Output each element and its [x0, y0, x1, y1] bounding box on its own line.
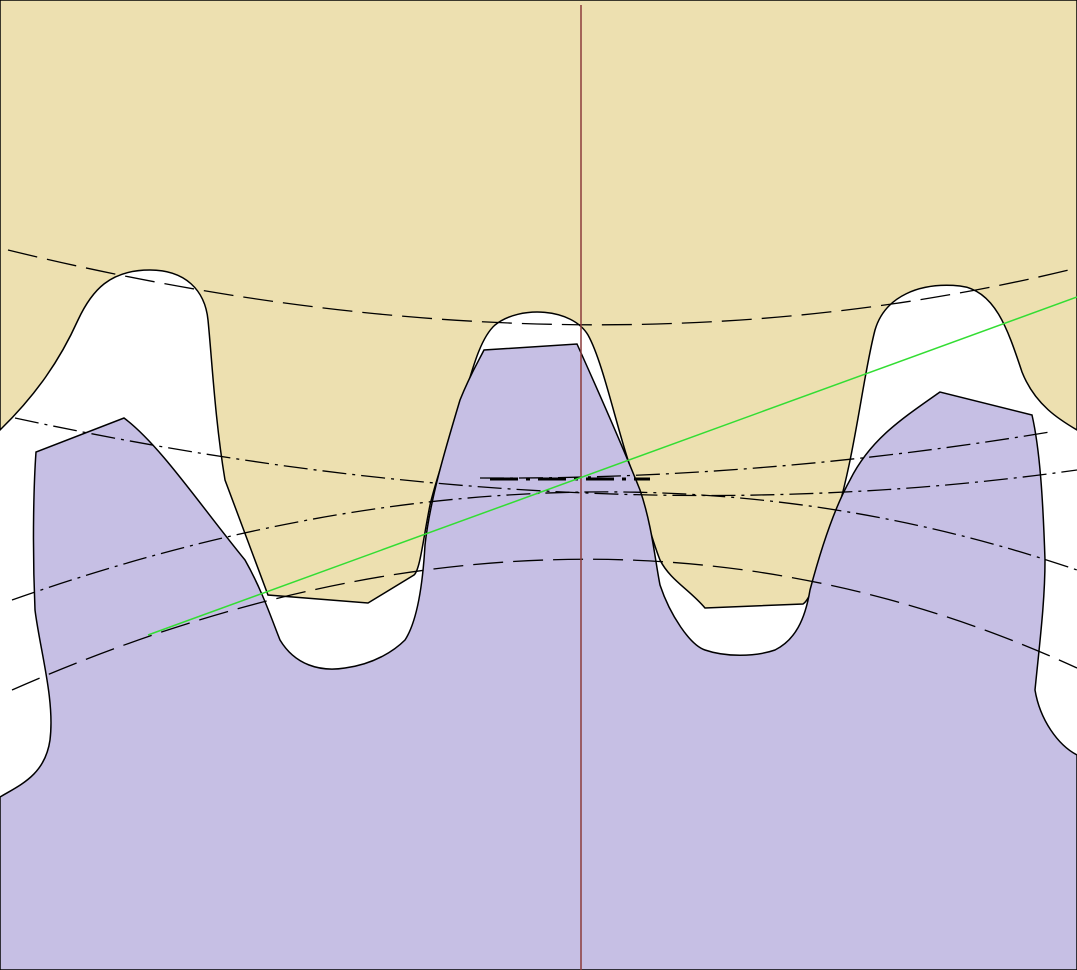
line-of-action	[147, 296, 1077, 636]
lower-gear-body	[0, 343, 1077, 970]
lower-gear-pitch-circle	[11, 491, 1077, 601]
lower-gear-root-circle	[11, 558, 1077, 691]
lower-gear-addendum-circle	[479, 431, 1051, 479]
upper-gear-root-circle	[7, 249, 1077, 326]
upper-gear-body	[0, 0, 1077, 609]
